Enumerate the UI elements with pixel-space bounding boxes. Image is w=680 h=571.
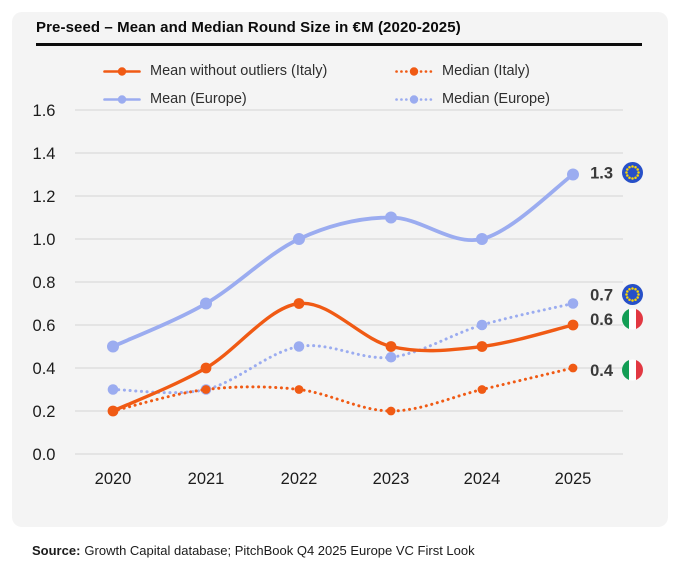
y-tick-label: 0.2 [33,403,56,421]
series-mean-without-outliers-italy [107,298,579,417]
series-line [111,172,575,349]
data-point [476,233,488,245]
legend-item-mean-without-outliers-italy: Mean without outliers (Italy) [103,63,327,79]
x-tick-label: 2020 [95,470,132,488]
data-point [293,298,305,309]
legend-label: Median (Italy) [442,63,530,79]
legend-label: Mean without outliers (Italy) [150,63,328,79]
y-tick-label: 1.0 [33,231,56,249]
data-point [107,340,119,353]
data-point [201,385,211,394]
data-point [107,384,119,395]
italy-flag-icon [622,359,643,381]
italy-flag-icon [622,308,643,330]
source-label: Source: [32,543,81,558]
x-tick-label: 2024 [464,470,501,488]
data-point [567,298,579,309]
data-point [386,406,396,416]
data-point [294,385,304,394]
x-tick-label: 2022 [281,470,318,488]
data-point [385,341,397,352]
end-value-label: 0.6 [590,311,613,329]
data-point [568,363,578,373]
data-point [476,341,488,352]
data-point [567,168,579,181]
eu-flag-icon [622,284,643,305]
y-tick-label: 0.4 [33,360,56,378]
data-point [293,233,305,245]
y-tick-label: 1.2 [33,188,56,206]
y-tick-label: 0.0 [33,446,56,464]
data-point [200,362,212,374]
x-tick-label: 2021 [188,470,225,488]
legend-label: Mean (Europe) [150,91,247,107]
end-value-label: 0.4 [590,362,614,380]
series-line [111,366,575,413]
end-value-label: 1.3 [590,165,613,183]
series-mean-europe [107,168,579,353]
x-tick-label: 2025 [555,470,592,488]
data-point [385,351,397,363]
y-tick-label: 0.8 [33,274,56,292]
legend-item-median-europe: Median (Europe) [395,91,550,107]
legend-item-median-italy: Median (Italy) [395,63,530,79]
series-median-europe [107,298,579,395]
end-value-label: 0.7 [590,287,613,305]
eu-flag-icon [622,162,643,183]
dotted-line-marker-icon [395,94,433,104]
data-point [200,297,212,310]
data-point [107,405,119,417]
data-point [477,385,487,394]
dotted-line-marker-icon [395,66,433,76]
solid-line-marker-icon [103,66,141,76]
y-tick-label: 0.6 [33,317,56,335]
y-tick-label: 1.6 [33,102,56,120]
data-point [293,341,305,352]
data-point [385,211,397,224]
series-median-italy [108,363,578,416]
chart-title: Pre-seed – Mean and Median Round Size in… [36,19,642,46]
x-tick-label: 2023 [373,470,410,488]
legend-item-mean-europe: Mean (Europe) [103,91,247,107]
data-point [567,319,579,331]
source-note: Source: Growth Capital database; PitchBoo… [32,543,475,558]
legend-label: Median (Europe) [442,91,550,107]
y-tick-label: 1.4 [33,145,56,163]
source-text: Growth Capital database; PitchBook Q4 20… [84,543,475,558]
series-line [111,302,575,395]
data-point [476,319,488,331]
solid-line-marker-icon [103,94,141,104]
